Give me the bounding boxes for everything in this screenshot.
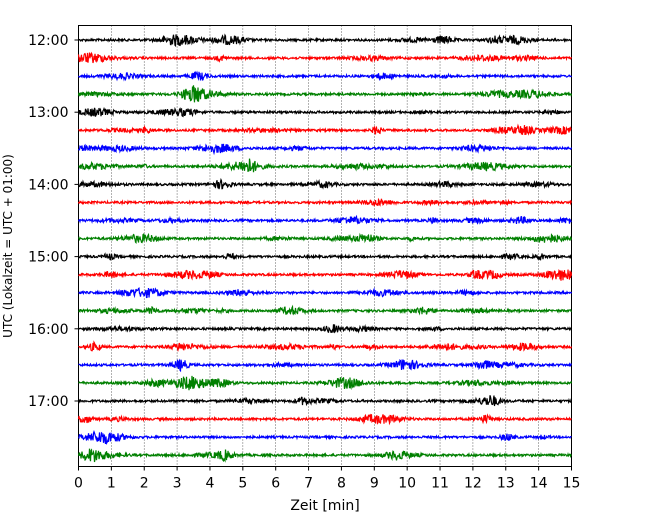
trace-1300: [77, 106, 573, 118]
x-tick-label: 13: [497, 476, 515, 492]
x-tick-label: 15: [563, 476, 581, 492]
x-tick-label: 7: [304, 476, 313, 492]
x-tick-label: 12: [464, 476, 482, 492]
x-tick-label: 5: [238, 476, 247, 492]
trace-1700: [77, 395, 572, 407]
x-tick-label: 9: [370, 476, 379, 492]
y-tick-label: 14:00: [28, 177, 68, 193]
trace-1230: [77, 70, 572, 82]
y-axis-label: UTC (Lokalzeit = UTC + 01:00): [1, 154, 15, 338]
trace-1330: [77, 143, 573, 156]
y-axis-ticks: 12:00 13:00 14:00 15:00 16:00 17:00: [28, 33, 79, 410]
trace-1745: [77, 448, 572, 463]
x-axis-ticks: 0 1 2 3 4 5 6 7 8 9 10 11 12 13 14 15: [74, 466, 581, 492]
trace-1500: [77, 252, 573, 261]
x-tick-label: 1: [107, 476, 116, 492]
trace-1400: [77, 177, 572, 190]
plot-frame: [78, 25, 572, 467]
x-axis-label: Zeit [min]: [290, 498, 359, 514]
trace-1215: [77, 51, 573, 64]
trace-1630: [78, 358, 572, 373]
y-tick-label: 12:00: [28, 33, 68, 49]
x-tick-label: 3: [173, 476, 182, 492]
trace-1715: [77, 413, 572, 426]
x-tick-label: 14: [530, 476, 548, 492]
y-tick-label: 16:00: [28, 322, 68, 338]
trace-1615: [78, 340, 573, 352]
x-tick-label: 6: [271, 476, 280, 492]
trace-1545: [78, 304, 572, 316]
trace-1315: [78, 123, 572, 136]
trace-1345: [78, 158, 572, 173]
trace-1415: [77, 197, 573, 207]
trace-1445: [77, 232, 573, 245]
trace-1530: [78, 287, 573, 299]
trace-1515: [78, 269, 573, 281]
x-tick-label: 2: [140, 476, 149, 492]
trace-1645: [78, 375, 573, 391]
y-tick-label: 17:00: [28, 394, 68, 410]
y-tick-label: 13:00: [28, 105, 68, 121]
x-tick-label: 11: [431, 476, 449, 492]
y-tick-label: 15:00: [28, 250, 68, 266]
seismic-traces: [77, 33, 573, 463]
x-tick-label: 0: [74, 476, 83, 492]
trace-1600: [77, 324, 572, 334]
trace-1200: [77, 33, 572, 48]
trace-1245: [77, 85, 573, 103]
trace-1430: [77, 214, 572, 225]
x-tick-label: 10: [398, 476, 416, 492]
x-tick-label: 4: [206, 476, 215, 492]
trace-1730: [78, 430, 572, 446]
x-tick-label: 8: [337, 476, 346, 492]
